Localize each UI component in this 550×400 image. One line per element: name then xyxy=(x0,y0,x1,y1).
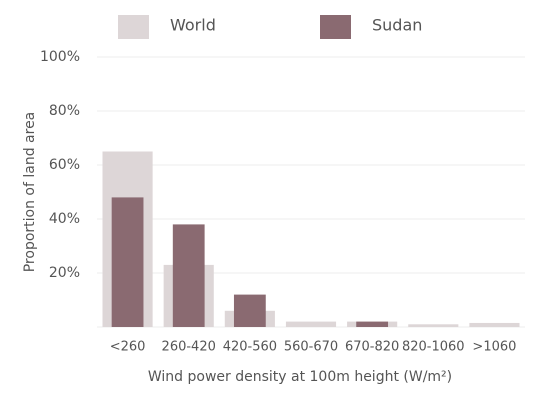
bar xyxy=(111,197,144,327)
y-tick-label: 20% xyxy=(49,265,80,281)
x-axis-label: Wind power density at 100m height (W/m²) xyxy=(148,369,452,385)
bar xyxy=(469,322,520,327)
x-tick-label: >1060 xyxy=(472,340,516,355)
bar xyxy=(172,224,205,327)
x-tick-label: 820-1060 xyxy=(402,340,465,355)
y-tick-label: 80% xyxy=(49,103,80,119)
x-tick-label: 420-560 xyxy=(223,340,277,355)
x-tick-label: <260 xyxy=(110,340,146,355)
y-tick-label: 40% xyxy=(49,211,80,227)
x-tick-label: 670-820 xyxy=(345,340,399,355)
y-axis-label: Proportion of land area xyxy=(22,112,38,273)
y-tick-label: 60% xyxy=(49,157,80,173)
legend-swatch xyxy=(118,15,149,39)
y-tick-label: 100% xyxy=(40,49,80,65)
legend-label: Sudan xyxy=(372,16,422,35)
x-tick-label: 560-670 xyxy=(284,340,338,355)
bar xyxy=(233,294,266,327)
bar xyxy=(356,321,389,327)
bar xyxy=(285,321,337,327)
legend-swatch xyxy=(320,15,351,39)
x-tick-label: 260-420 xyxy=(162,340,216,355)
legend-label: World xyxy=(170,16,216,35)
bar xyxy=(408,324,459,327)
